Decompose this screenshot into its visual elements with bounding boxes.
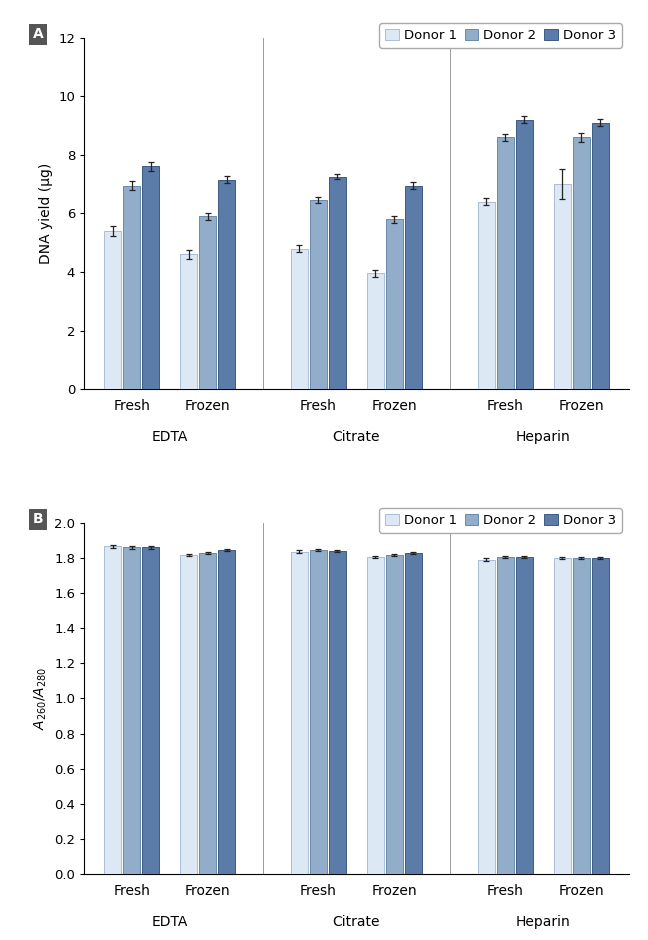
Bar	[142, 166, 159, 389]
Bar	[573, 557, 590, 874]
Text: B: B	[32, 512, 43, 526]
Bar	[516, 557, 533, 874]
Bar	[291, 248, 308, 389]
Bar	[367, 274, 384, 389]
Bar	[329, 177, 346, 389]
Bar	[553, 557, 571, 874]
Bar	[592, 557, 608, 874]
Text: Citrate: Citrate	[332, 915, 380, 929]
Bar	[180, 255, 197, 389]
Text: Heparin: Heparin	[516, 430, 570, 444]
Bar	[478, 559, 494, 874]
Bar	[199, 553, 216, 874]
Bar	[310, 550, 327, 874]
Bar	[405, 185, 422, 389]
Text: Heparin: Heparin	[516, 915, 570, 929]
Bar	[218, 180, 235, 389]
Bar	[516, 119, 533, 389]
Bar	[573, 137, 590, 389]
Text: A: A	[32, 27, 43, 41]
Bar	[367, 557, 384, 874]
Bar	[496, 137, 514, 389]
Bar	[142, 547, 159, 874]
Bar	[218, 550, 235, 874]
Bar	[291, 552, 308, 874]
Bar	[199, 216, 216, 389]
Y-axis label: DNA yield (µg): DNA yield (µg)	[39, 163, 52, 264]
Bar	[329, 551, 346, 874]
Bar	[104, 546, 121, 874]
Text: EDTA: EDTA	[152, 915, 188, 929]
Bar	[180, 556, 197, 874]
Bar	[310, 200, 327, 389]
Text: EDTA: EDTA	[152, 430, 188, 444]
Y-axis label: $A_{260}/A_{280}$: $A_{260}/A_{280}$	[32, 666, 49, 730]
Bar	[386, 219, 403, 389]
Bar	[592, 122, 608, 389]
Bar	[496, 557, 514, 874]
Legend: Donor 1, Donor 2, Donor 3: Donor 1, Donor 2, Donor 3	[380, 509, 622, 533]
Bar	[478, 202, 494, 389]
Bar	[123, 547, 140, 874]
Legend: Donor 1, Donor 2, Donor 3: Donor 1, Donor 2, Donor 3	[380, 24, 622, 48]
Text: Citrate: Citrate	[332, 430, 380, 444]
Bar	[104, 231, 121, 389]
Bar	[553, 184, 571, 389]
Bar	[386, 556, 403, 874]
Bar	[405, 553, 422, 874]
Bar	[123, 185, 140, 389]
